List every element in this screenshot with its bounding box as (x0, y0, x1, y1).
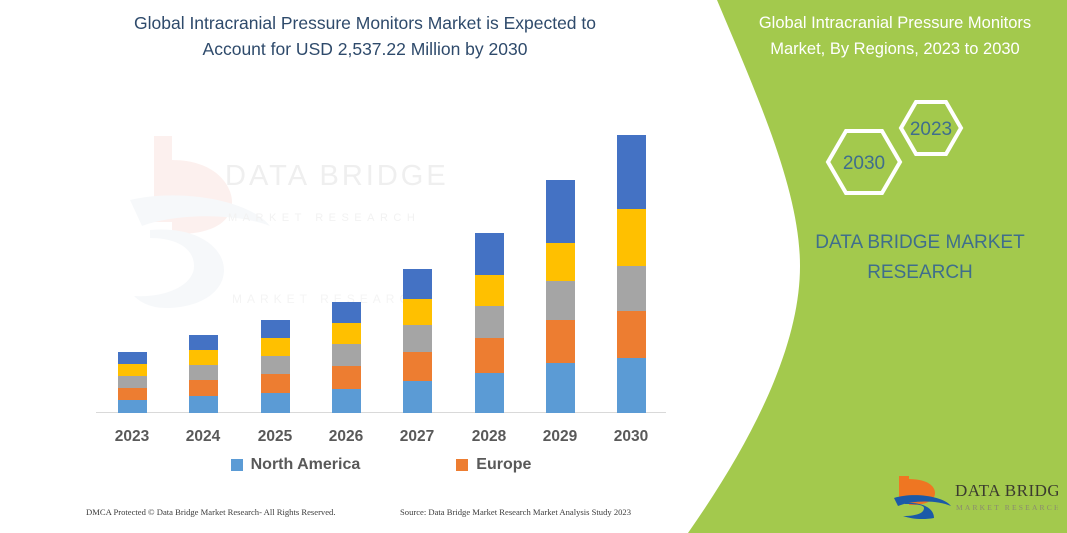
bar-segment (474, 275, 504, 306)
bar-segment (331, 344, 361, 366)
bar-segment (545, 363, 575, 413)
bar-2027[interactable] (402, 269, 432, 413)
bar-chart-plot (117, 135, 646, 413)
bar-segment (117, 388, 147, 400)
bar-segment (260, 356, 290, 374)
bar-2025[interactable] (260, 320, 290, 413)
bar-segment (117, 352, 147, 364)
panel-title-line2: Market, By Regions, 2023 to 2030 (770, 40, 1020, 58)
bar-segment (188, 365, 218, 380)
panel-brand-text: DATA BRIDGE MARKET RESEARCH (790, 228, 1050, 288)
legend-label: North America (250, 456, 361, 473)
chart-legend: North America Europe (96, 456, 666, 474)
bar-segment (616, 266, 646, 311)
x-axis-label-2026: 2026 (328, 428, 364, 445)
bar-segment (402, 269, 432, 299)
svg-text:MARKET RESEARCH: MARKET RESEARCH (956, 503, 1058, 512)
bar-segment (331, 323, 361, 344)
bar-segment (188, 335, 218, 350)
chart-title-line2: Account for USD 2,537.22 Million by 2030 (202, 39, 528, 59)
svg-text:2030: 2030 (843, 153, 885, 174)
footer-copyright: DMCA Protected © Data Bridge Market Rese… (86, 507, 336, 517)
bar-segment (188, 396, 218, 413)
bar-segment (402, 325, 432, 352)
x-axis-line (96, 412, 666, 413)
legend-item-north-america[interactable]: North America (230, 456, 361, 474)
data-bridge-logo: DATA BRIDGE MARKET RESEARCH (893, 473, 1067, 521)
panel-brand-line2: RESEARCH (867, 262, 973, 283)
legend-item-europe[interactable]: Europe (456, 456, 531, 474)
bar-segment (474, 338, 504, 373)
chart-title: Global Intracranial Pressure Monitors Ma… (120, 10, 610, 62)
panel-title-line1: Global Intracranial Pressure Monitors (758, 14, 1032, 32)
legend-swatch-icon (456, 459, 469, 471)
bar-segment (545, 243, 575, 281)
bar-segment (616, 311, 646, 358)
bar-segment (117, 400, 147, 413)
panel-brand-line1: DATA BRIDGE MARKET (815, 232, 1025, 253)
svg-text:DATA BRIDGE: DATA BRIDGE (955, 481, 1058, 500)
bar-segment (117, 376, 147, 388)
x-axis-label-2025: 2025 (257, 428, 293, 445)
logo-mark-icon (894, 476, 951, 520)
bar-segment (331, 302, 361, 323)
bar-segment (474, 373, 504, 413)
bar-segment (188, 350, 218, 365)
bar-segment (260, 338, 290, 356)
panel-title: Global Intracranial Pressure Monitors Ma… (735, 10, 1055, 62)
watermark-logo-icon (120, 130, 420, 320)
bar-segment (545, 281, 575, 320)
legend-label: Europe (476, 456, 532, 473)
bar-segment (260, 320, 290, 338)
x-axis-label-2027: 2027 (399, 428, 435, 445)
bar-segment (616, 135, 646, 209)
bar-segment (474, 233, 504, 275)
svg-text:2023: 2023 (910, 119, 952, 140)
bar-2028[interactable] (474, 233, 504, 413)
bar-segment (545, 180, 575, 243)
bar-segment (331, 366, 361, 389)
bar-segment (474, 306, 504, 338)
bar-segment (402, 299, 432, 325)
bar-segment (402, 352, 432, 381)
bar-2024[interactable] (188, 335, 218, 413)
x-axis-label-2023: 2023 (114, 428, 150, 445)
bar-2030[interactable] (616, 135, 646, 413)
chart-title-line1: Global Intracranial Pressure Monitors Ma… (134, 13, 596, 33)
bar-2023[interactable] (117, 352, 147, 413)
watermark-text-primary: DATA BRIDGE (225, 160, 449, 192)
footer-source: Source: Data Bridge Market Research Mark… (400, 507, 632, 517)
bar-segment (331, 389, 361, 413)
bar-segment (117, 364, 147, 376)
x-axis-label-2028: 2028 (471, 428, 507, 445)
bar-segment (545, 320, 575, 363)
bar-segment (260, 374, 290, 393)
bar-segment (188, 380, 218, 396)
watermark-text-tertiary: MARKET RESEARCH (232, 292, 427, 306)
x-axis-label-2029: 2029 (542, 428, 578, 445)
legend-swatch-icon (230, 459, 243, 471)
hexagon-badges: 2023 2030 (820, 95, 1000, 205)
bar-segment (616, 209, 646, 266)
bar-2026[interactable] (331, 302, 361, 413)
bar-segment (402, 381, 432, 413)
x-axis-label-2030: 2030 (613, 428, 649, 445)
bar-2029[interactable] (545, 180, 575, 413)
watermark-text-secondary: MARKET RESEARCH (228, 212, 421, 224)
bar-segment (260, 393, 290, 413)
x-axis-label-2024: 2024 (185, 428, 221, 445)
bar-segment (616, 358, 646, 413)
